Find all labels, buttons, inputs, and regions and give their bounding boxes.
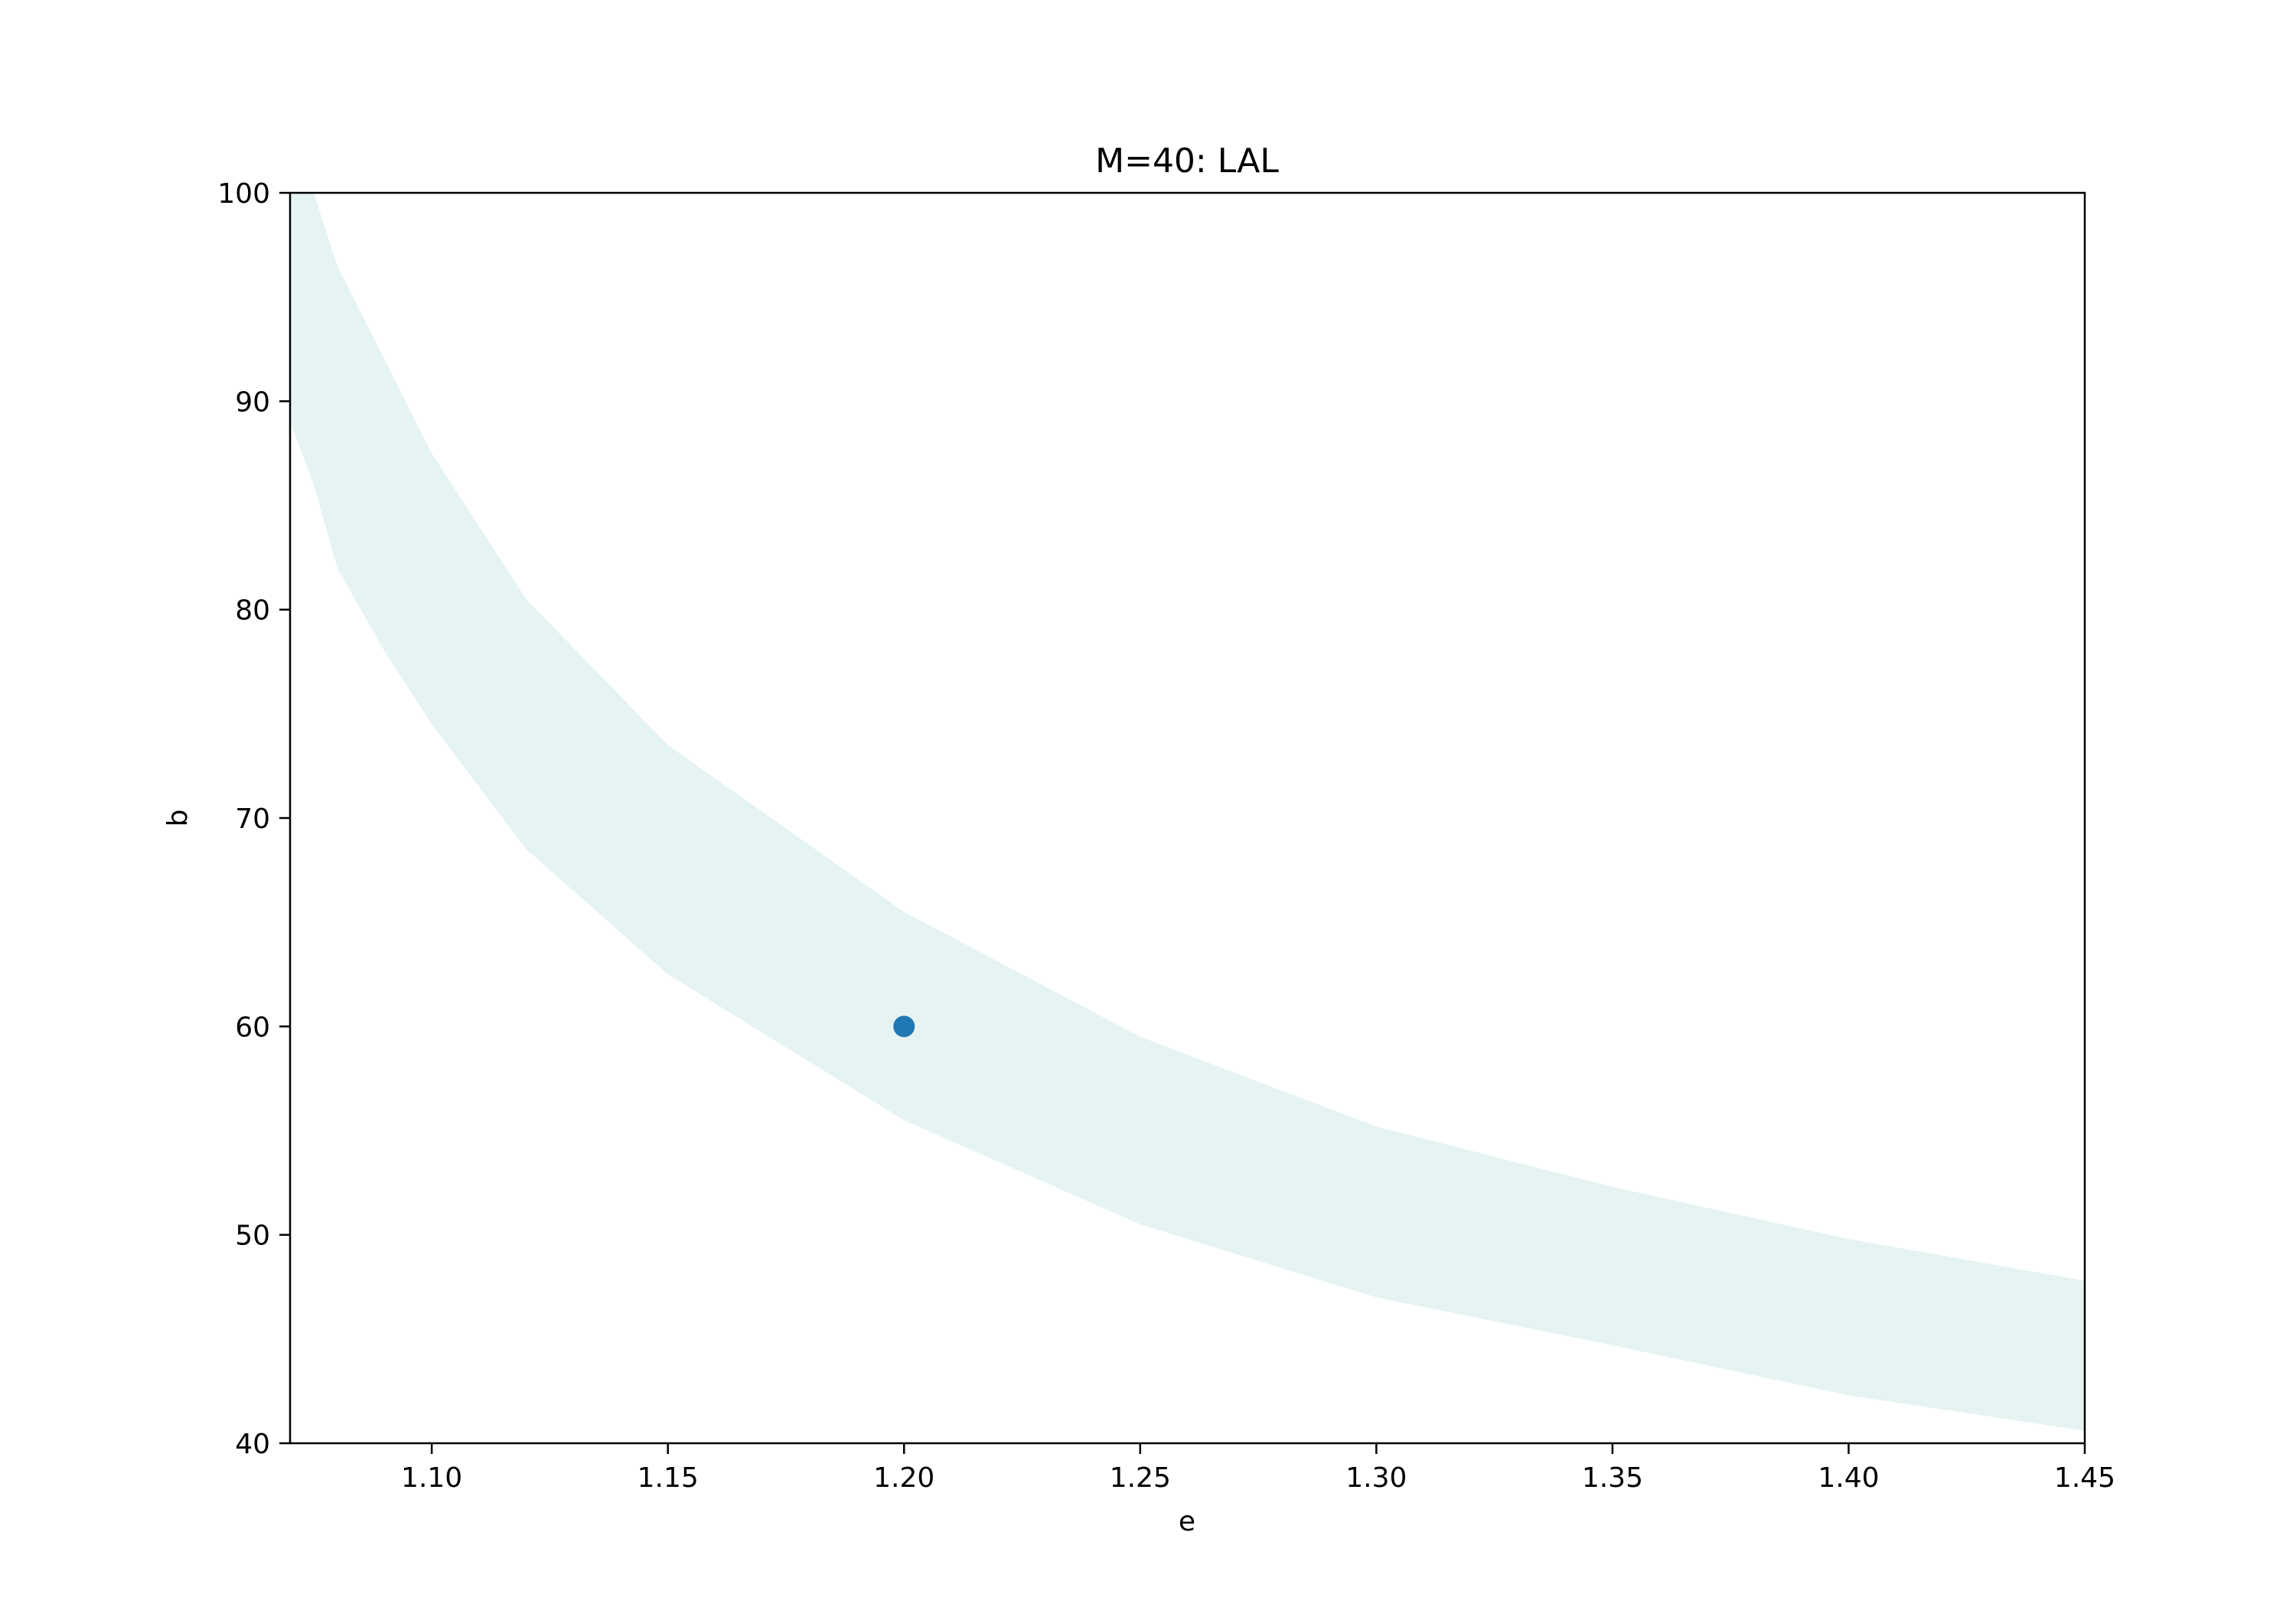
x-tick-label: 1.40 <box>1818 1462 1879 1494</box>
y-tick-label: 100 <box>217 178 270 210</box>
confidence-band <box>290 193 2085 1431</box>
y-tick-label: 90 <box>235 386 270 418</box>
x-tick-label: 1.20 <box>873 1462 934 1494</box>
y-axis-label: b <box>162 810 194 827</box>
x-tick-label: 1.30 <box>1345 1462 1407 1494</box>
chart-title: M=40: LAL <box>1095 142 1279 181</box>
y-tick-label: 70 <box>235 804 270 835</box>
x-tick-label: 1.45 <box>2054 1462 2115 1494</box>
points-layer <box>893 1015 915 1038</box>
x-axis-label: e <box>1179 1506 1195 1537</box>
x-tick-label: 1.25 <box>1110 1462 1171 1494</box>
x-tick-label: 1.10 <box>401 1462 462 1494</box>
y-tick-label: 60 <box>235 1012 270 1043</box>
x-tick-label: 1.15 <box>638 1462 699 1494</box>
y-tick-label: 50 <box>235 1221 270 1252</box>
y-tick-label: 40 <box>235 1429 270 1460</box>
y-tick-label: 80 <box>235 595 270 627</box>
x-axis-ticks: 1.10 1.15 1.20 1.25 1.30 1.35 1.40 1.45 <box>401 1443 2115 1494</box>
y-axis-ticks: 40 50 60 70 80 90 100 <box>217 178 290 1460</box>
x-tick-label: 1.35 <box>1582 1462 1643 1494</box>
confidence-band-layer <box>290 193 2085 1431</box>
data-point <box>893 1015 915 1038</box>
